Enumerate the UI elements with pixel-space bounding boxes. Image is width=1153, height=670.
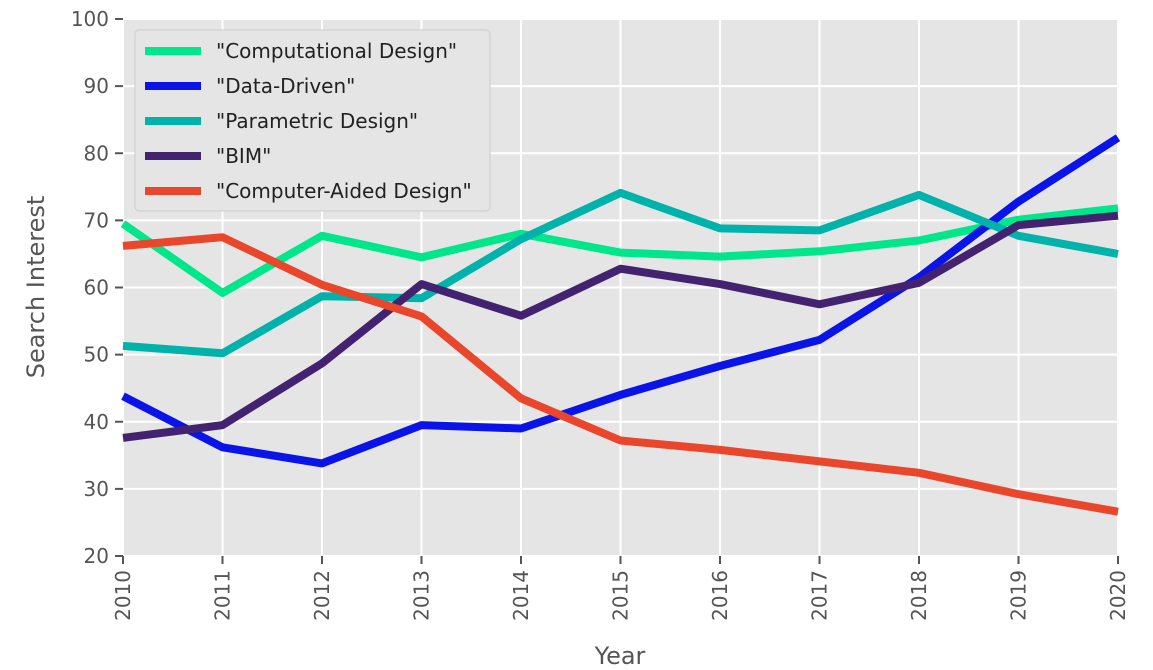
series-line-4 <box>122 233 1119 516</box>
x-tick-label: 2015 <box>609 570 633 621</box>
x-tick-label: 2020 <box>1106 570 1130 621</box>
series-line-0 <box>120 204 1119 297</box>
series-line-1 <box>121 134 1121 468</box>
legend: "Computational Design" "Data-Driven" "Para… <box>134 29 491 212</box>
x-tick-label: 2013 <box>410 570 434 621</box>
y-tick-label: 90 <box>84 74 109 98</box>
y-tick-label: 60 <box>84 276 109 300</box>
x-tick-label: 2014 <box>509 570 533 621</box>
x-tick-label: 2011 <box>211 570 235 621</box>
x-axis-title: Year <box>594 642 646 670</box>
legend-label: "BIM" <box>216 144 271 168</box>
y-tick-label: 50 <box>84 343 109 367</box>
y-tick-label: 40 <box>84 410 109 434</box>
legend-label: "Computer-Aided Design" <box>216 179 472 203</box>
x-tick-label: 2016 <box>708 570 732 621</box>
y-tick-label: 80 <box>84 141 109 165</box>
axes: 20 30 40 50 60 70 80 90 100 2010 2011 2012 2013 2014 2… <box>71 7 1130 621</box>
legend-label: "Parametric Design" <box>216 109 418 133</box>
x-tick-label: 2018 <box>907 570 931 621</box>
y-tick-label: 100 <box>71 7 109 31</box>
series-line-3 <box>122 211 1119 442</box>
legend-label: "Computational Design" <box>216 39 457 63</box>
y-tick-label: 30 <box>84 477 109 501</box>
y-tick-label: 20 <box>84 544 109 568</box>
x-tick-label: 2019 <box>1007 570 1031 621</box>
series-line-2 <box>122 188 1119 358</box>
x-tick-label: 2012 <box>310 570 334 621</box>
x-tick-label: 2010 <box>111 570 135 621</box>
y-axis-title: Search Interest <box>22 196 50 379</box>
legend-label: "Data-Driven" <box>216 74 355 98</box>
y-tick-label: 70 <box>84 208 109 232</box>
legend-box <box>134 29 491 212</box>
x-tick-label: 2017 <box>808 570 832 621</box>
series-lines <box>120 134 1121 516</box>
